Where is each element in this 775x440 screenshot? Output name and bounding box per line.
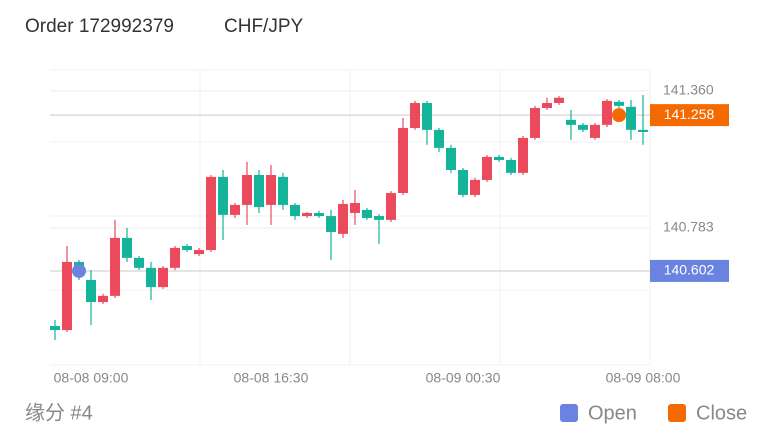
candle-body [182,246,192,251]
x-tick-label: 08-08 16:30 [234,370,309,386]
candle-body [218,176,228,215]
candle-body [434,129,444,148]
candle-body [626,106,636,130]
candle-body [230,204,240,215]
candle-body [530,108,540,138]
candle-body [278,176,288,205]
candle-body [602,100,612,125]
candle-body [314,212,324,217]
candle-body [554,97,564,104]
trade-marker [612,108,626,123]
candle-body [254,174,264,208]
candle-body [494,156,504,161]
candle-body [242,174,252,205]
legend-label: Close [696,402,747,424]
chart-subtitle: CHF/JPY [224,16,304,37]
candle-body [446,147,456,170]
x-tick-label: 08-08 09:00 [54,370,129,386]
candle-body [506,160,516,173]
candle-body [566,119,576,125]
y-tick-label: 141.360 [663,82,714,98]
price-tag-label: 140.602 [664,262,715,278]
candle-body [206,176,216,251]
candle-body [134,257,144,268]
candle-body [350,203,360,213]
candle-body [362,209,372,218]
candle-body [578,124,588,130]
price-tag [650,104,729,127]
x-tick-label: 08-09 00:30 [426,370,501,386]
candle-body [422,103,432,130]
price-tag [650,259,729,282]
candle-body [290,204,300,217]
candle-body [158,267,168,288]
candle-body [170,247,180,268]
candle-body [590,124,600,138]
candle-body [614,101,624,106]
candle-body [122,237,132,258]
chart-title: Order 172992379 [25,16,174,37]
candle-body [398,127,408,194]
candle-body [386,193,396,220]
candle-body [266,174,276,205]
candle-body [146,267,156,288]
candle-body [518,137,528,173]
candle-body [302,212,312,217]
candle-body [410,103,420,128]
candle-body [374,216,384,220]
candle-body [110,237,120,296]
candle-body [86,279,96,303]
footer-label: 缘分 #4 [25,401,93,424]
candle-body [326,216,336,232]
candle-body [482,156,492,180]
legend-swatch [668,404,686,422]
y-tick-label: 140.783 [663,219,714,235]
candle-body [542,103,552,109]
price-tag-label: 141.258 [664,106,715,122]
x-tick-label: 08-09 08:00 [606,370,681,386]
trade-marker [72,263,86,278]
candle-body [98,295,108,303]
plot-frame [50,69,651,366]
candle-body [194,250,204,255]
candle-body [470,179,480,195]
candle-body [458,169,468,195]
candle-body [50,326,60,331]
candle-body [638,129,648,132]
legend-label: Open [588,402,637,424]
candle-body [62,261,72,331]
legend-swatch [560,404,578,422]
candle-body [338,203,348,234]
